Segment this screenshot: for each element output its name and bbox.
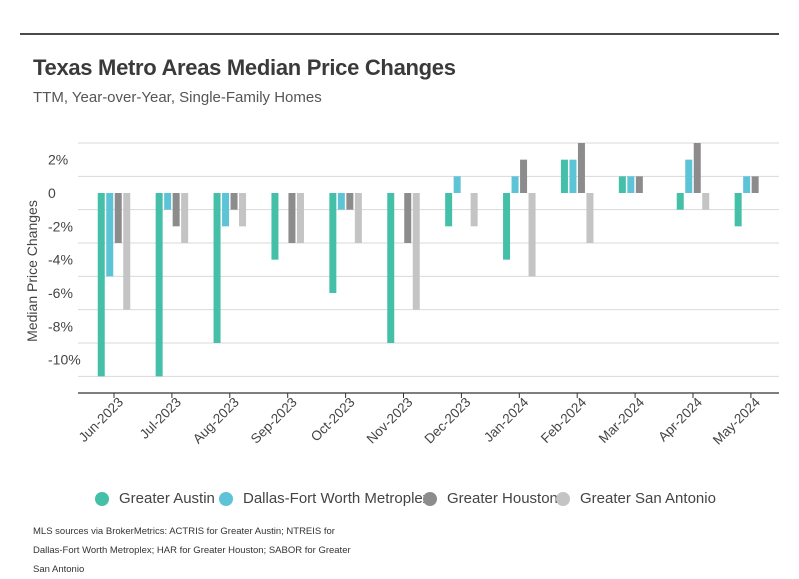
- y-tick-label: 2%: [48, 152, 68, 168]
- bar: [123, 193, 131, 310]
- bar: [676, 193, 684, 210]
- bar: [751, 176, 759, 193]
- x-tick-labels: Jun-2023 Jul-2023 Aug-2023 Sep-2023 Oct-2023…: [76, 393, 763, 448]
- x-tick-label: Dec-2023: [422, 395, 474, 447]
- legend-label: Dallas-Fort Worth Metroplex: [243, 490, 431, 507]
- legend-item: Greater Austin: [95, 490, 215, 507]
- legend-label: Greater Austin: [119, 490, 215, 507]
- legend-swatch: [95, 491, 109, 506]
- bar: [685, 159, 693, 193]
- y-tick-label: -6%: [48, 285, 73, 301]
- bar: [503, 193, 511, 260]
- bar: [155, 193, 163, 377]
- bar: [470, 193, 478, 227]
- bars: [97, 143, 759, 377]
- y-tick-labels: 2% 0 -2% -4% -6% -8% -10%: [48, 152, 81, 368]
- y-tick-label: -10%: [48, 352, 81, 368]
- bar: [271, 193, 279, 260]
- bar: [114, 193, 122, 243]
- bar: [577, 143, 585, 193]
- bar: [181, 193, 189, 243]
- legend-swatch: [423, 491, 437, 506]
- legend-swatch: [556, 491, 570, 506]
- x-tick-label: Jun-2023: [76, 395, 126, 445]
- top-rule: [20, 33, 779, 35]
- x-tick-label: Apr-2024: [655, 394, 705, 444]
- bar: [412, 193, 420, 310]
- x-tick-label: Mar-2024: [596, 394, 648, 446]
- x-tick-label: May-2024: [710, 394, 763, 447]
- bar: [743, 176, 751, 193]
- legend: Greater Austin Dallas-Fort Worth Metrople…: [0, 490, 799, 514]
- legend-item: Greater Houston: [423, 490, 558, 507]
- bar: [693, 143, 701, 193]
- bar: [329, 193, 337, 293]
- x-tick-label: Aug-2023: [190, 395, 242, 447]
- bar: [296, 193, 304, 243]
- legend-item: Dallas-Fort Worth Metroplex: [219, 490, 430, 507]
- y-axis-label: Median Price Changes: [24, 200, 40, 342]
- bar: [222, 193, 230, 227]
- y-tick-label: 0: [48, 185, 56, 201]
- gridlines: [78, 142, 779, 394]
- bar: [172, 193, 180, 227]
- x-tick-label: Sep-2023: [248, 395, 300, 447]
- bar: [627, 176, 635, 193]
- bar: [734, 193, 742, 227]
- bar: [387, 193, 395, 343]
- y-tick-label: -2%: [48, 218, 73, 234]
- chart-title: Texas Metro Areas Median Price Changes: [33, 55, 456, 80]
- bar: [354, 193, 362, 243]
- legend-label: Greater Houston: [447, 490, 558, 507]
- bar: [404, 193, 412, 243]
- bar: [528, 193, 536, 277]
- bar: [618, 176, 626, 193]
- bar: [635, 176, 643, 193]
- bar-chart: 2% 0 -2% -4% -6% -8% -10% Jun-2023 Jul-2023 Aug-…: [24, 142, 779, 448]
- x-tick-label: Oct-2023: [308, 395, 358, 445]
- x-tick-label: Nov-2023: [364, 395, 416, 447]
- legend-label: Greater San Antonio: [580, 490, 716, 507]
- y-tick-label: -8%: [48, 318, 73, 334]
- legend-swatch: [219, 491, 233, 506]
- x-tick-label: Feb-2024: [538, 394, 590, 446]
- bar: [560, 159, 568, 193]
- source-note: MLS sources via BrokerMetrics: ACTRIS fo…: [33, 526, 351, 575]
- bar: [511, 176, 519, 193]
- bar: [520, 159, 528, 193]
- bar: [288, 193, 296, 243]
- bar: [569, 159, 577, 193]
- bar: [702, 193, 710, 210]
- bar: [230, 193, 238, 210]
- bar: [346, 193, 354, 210]
- x-tick-label: Jul-2023: [137, 395, 184, 442]
- bar: [164, 193, 172, 210]
- bar: [445, 193, 453, 227]
- bar: [213, 193, 221, 343]
- bar: [453, 176, 461, 193]
- bar: [106, 193, 114, 277]
- legend-item: Greater San Antonio: [556, 490, 716, 507]
- chart-subtitle: TTM, Year-over-Year, Single-Family Homes: [33, 89, 322, 106]
- bar: [586, 193, 594, 243]
- bar: [97, 193, 105, 377]
- y-tick-label: -4%: [48, 252, 73, 268]
- bar: [239, 193, 247, 227]
- bar: [337, 193, 345, 210]
- x-tick-label: Jan-2024: [481, 394, 532, 445]
